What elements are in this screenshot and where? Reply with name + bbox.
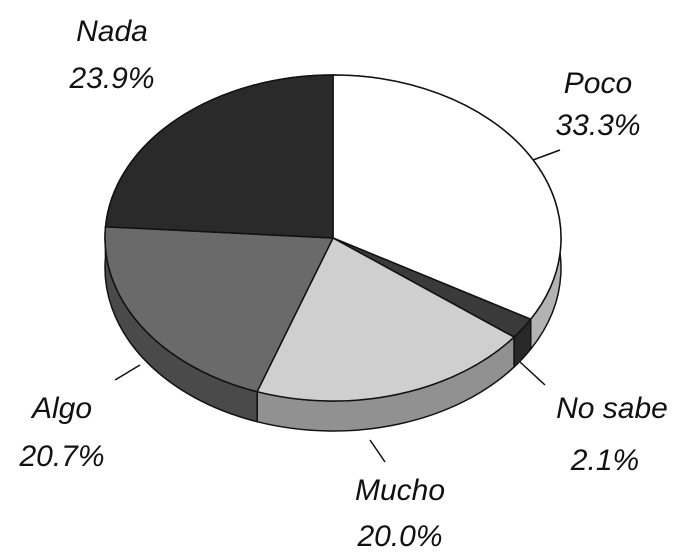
slice: [332, 74, 562, 320]
slice-label: Mucho: [355, 474, 445, 507]
value-label: 2.1%: [570, 444, 639, 477]
value-label: 20.0%: [356, 520, 442, 553]
slice-label: Poco: [564, 67, 632, 100]
value-label: 33.3%: [555, 109, 640, 142]
slice: [256, 237, 515, 402]
slice-label: Nada: [76, 15, 148, 48]
slice-label: No sabe: [556, 392, 668, 425]
leader-line: [369, 439, 386, 463]
slice: [104, 74, 334, 239]
leader-line: [114, 364, 141, 381]
leader-line: [519, 361, 546, 386]
value-label: 20.7%: [18, 440, 104, 473]
value-label: 23.9%: [68, 62, 154, 95]
slice-label: Algo: [30, 392, 92, 425]
slice: [104, 225, 334, 393]
leader-line: [532, 149, 561, 161]
